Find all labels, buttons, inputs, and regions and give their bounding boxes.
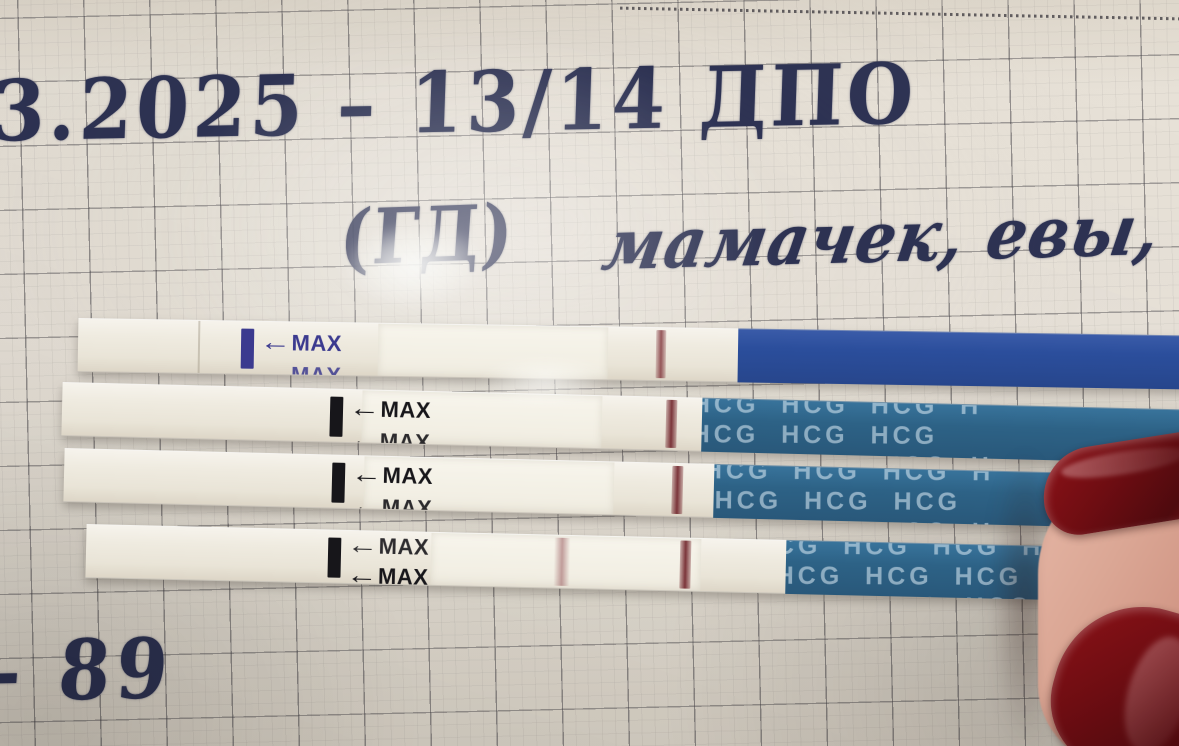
test-strip-2-max-text: MAX <box>380 396 432 424</box>
test-strip-2-max-marker <box>329 396 344 437</box>
handwritten-paren-note: (ГД) <box>336 186 518 284</box>
test-strip-4-max-text-secondary: MAX <box>378 533 430 560</box>
test-strip-1-handle <box>737 328 1179 390</box>
test-strip-3-max-text: MAX <box>382 462 434 490</box>
test-strip-1-seam <box>197 320 201 373</box>
test-strip-4-max-label-secondary: ← MAX <box>346 530 430 561</box>
test-strip-1-max-label: ← MAX <box>259 327 343 357</box>
test-strip-4-test-line <box>553 537 571 586</box>
arrow-left-icon: ← <box>259 327 292 356</box>
test-strip-4-max-marker <box>327 537 342 578</box>
handwritten-note-line: мамачек, евы, а <box>597 186 1179 287</box>
arrow-left-icon: ← <box>348 393 382 423</box>
arrow-left-icon-secondary: ← <box>346 530 380 560</box>
hand-holding-strips <box>990 426 1179 746</box>
test-strip-3-max-marker <box>331 462 346 503</box>
test-strip-2-max-label: ← MAX <box>348 393 432 424</box>
arrow-left-icon: ← <box>350 459 384 489</box>
test-strip-1-body: ← MAX ← MAX <box>77 318 739 383</box>
test-strip-1-max-marker <box>240 328 255 369</box>
handwritten-date-line: 3.2025 – 13/14 ДПО <box>0 44 919 161</box>
test-strip-1-max-text: MAX <box>291 330 343 357</box>
test-strip-4-control-line <box>679 540 692 589</box>
test-strip-1-control-line <box>655 330 667 379</box>
test-strip-3-max-label: ← MAX <box>350 459 434 490</box>
test-strip-3-control-line <box>671 465 684 515</box>
test-strip-2-control-line <box>665 399 678 449</box>
test-strip-1-window <box>377 323 609 380</box>
handwritten-bottom-line: – 89 <box>0 621 178 721</box>
